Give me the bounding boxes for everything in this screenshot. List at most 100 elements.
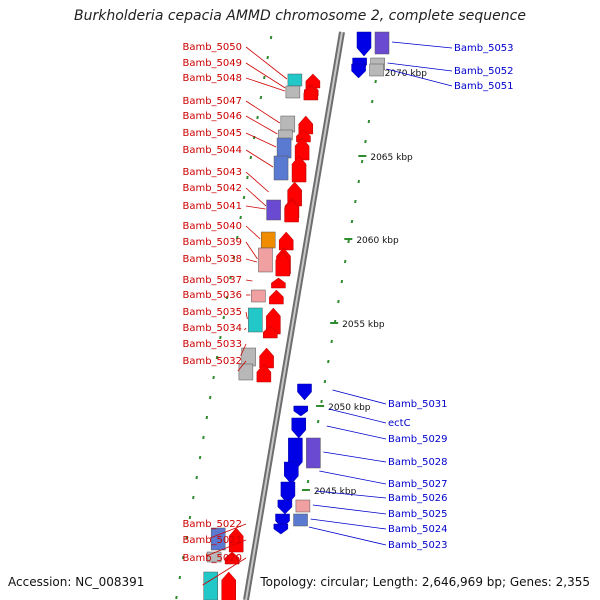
gene-label-forward: Bamb_5041 — [182, 201, 242, 212]
gene-leader-line — [210, 523, 247, 539]
tick-mark — [367, 119, 371, 124]
gene-leader-line — [205, 539, 247, 557]
gene-leader-line — [202, 557, 247, 586]
tick-mark — [316, 419, 320, 424]
gene-leader-line — [308, 526, 387, 546]
cog-box — [280, 115, 296, 133]
gene-label-forward: Bamb_5039 — [182, 237, 242, 248]
gene-label-reverse: ectC — [388, 418, 411, 429]
gene-label-forward: Bamb_5021 — [182, 535, 242, 546]
gene-leader-line — [245, 241, 258, 260]
gene-label-forward: Bamb_5046 — [182, 111, 242, 122]
gene-label-reverse: Bamb_5023 — [388, 540, 448, 551]
tick-mark — [364, 139, 367, 144]
cog-box — [276, 137, 292, 159]
gene-leader-line — [323, 451, 387, 463]
tick-mark — [181, 555, 185, 560]
gene-label-reverse: Bamb_5031 — [388, 399, 448, 410]
gene-leader-line — [386, 68, 453, 87]
gene-leader-line — [328, 408, 387, 424]
gene-label-forward: Bamb_5020 — [182, 553, 242, 564]
cog-box — [369, 63, 384, 77]
gene-arrow-forward — [294, 137, 310, 161]
gene-label-forward: Bamb_5037 — [182, 275, 242, 286]
tick-mark — [232, 255, 236, 260]
tick-mark — [178, 575, 182, 580]
gene-arrow-forward — [298, 115, 314, 135]
tick-mark — [306, 479, 310, 484]
tick-mark — [239, 215, 242, 220]
cog-box — [203, 571, 218, 600]
gene-arrow-forward — [271, 277, 286, 289]
gene-label-forward: Bamb_5045 — [182, 128, 242, 139]
accession-text: Accession: NC_008391 — [8, 575, 145, 589]
gene-label-forward: Bamb_5034 — [182, 323, 242, 334]
tick-mark — [256, 115, 259, 120]
gene-label-reverse: Bamb_5026 — [388, 493, 448, 504]
cog-box — [258, 247, 273, 273]
tick-mark — [219, 335, 222, 340]
tick-mark — [175, 595, 178, 600]
gene-leader-line — [240, 343, 247, 357]
tick-mark — [212, 375, 215, 380]
gene-label-forward: Bamb_5038 — [182, 254, 242, 265]
gene-arrow-forward — [263, 325, 278, 339]
gene-arrow-reverse — [297, 383, 312, 401]
tick-mark — [222, 315, 225, 320]
tick-mark — [354, 199, 357, 204]
cog-box — [295, 499, 311, 513]
gene-label-forward: Bamb_5050 — [182, 42, 242, 53]
gene-leader-line — [319, 470, 387, 485]
tick-mark — [202, 435, 205, 440]
tick-mark — [225, 295, 229, 300]
gene-arrow-forward — [303, 85, 319, 101]
gene-arrow-forward — [256, 363, 272, 383]
tick-mark — [327, 359, 330, 364]
gene-label-forward: Bamb_5042 — [182, 183, 242, 194]
gene-arrow-reverse — [284, 461, 299, 485]
tick-mark — [360, 159, 364, 164]
cog-box — [287, 73, 303, 87]
tick-mark — [269, 35, 273, 40]
gene-leader-line — [310, 518, 387, 530]
tick-mark — [266, 55, 269, 60]
tick-mark — [192, 495, 195, 500]
gene-label-forward: Bamb_5022 — [182, 519, 242, 530]
ruler-label: 2055 kbp — [342, 320, 385, 330]
tick-mark — [374, 79, 377, 84]
cog-box — [238, 363, 254, 381]
tick-mark — [208, 395, 212, 400]
gene-arrow-forward — [275, 251, 291, 277]
gene-leader-line — [245, 62, 286, 89]
gene-leader-line — [244, 327, 247, 331]
gene-arrow-reverse — [293, 405, 309, 417]
gene-leader-line — [237, 360, 247, 372]
gene-leader-line — [387, 62, 453, 72]
tick-mark — [246, 175, 249, 180]
gene-label-forward: Bamb_5033 — [182, 339, 242, 350]
gene-leader-line — [326, 425, 387, 440]
cog-box — [285, 85, 301, 99]
gene-leader-line — [391, 41, 453, 49]
gene-leader-line — [312, 504, 387, 515]
tick-mark — [330, 339, 333, 344]
cog-box — [306, 437, 321, 469]
gene-label-reverse: Bamb_5029 — [388, 434, 448, 445]
tick-mark — [215, 355, 219, 360]
gene-arrow-forward — [228, 527, 244, 553]
gene-label-reverse: Bamb_5053 — [454, 43, 514, 54]
map-title: Burkholderia cepacia AMMD chromosome 2, … — [74, 8, 526, 24]
tick-mark — [236, 235, 239, 240]
gene-arrow-forward — [269, 289, 284, 305]
gene-arrow-reverse — [351, 63, 366, 79]
gene-leader-line — [245, 205, 266, 210]
gene-arrow-forward — [278, 231, 294, 251]
gene-leader-line — [245, 171, 269, 193]
cog-box — [248, 307, 263, 333]
gene-label-forward: Bamb_5044 — [182, 145, 242, 156]
ruler-label: 2060 kbp — [356, 236, 399, 246]
tick-mark — [340, 279, 344, 284]
gene-leader-line — [245, 132, 277, 148]
ruler-label: 2050 kbp — [328, 403, 371, 413]
cog-box — [266, 199, 281, 221]
